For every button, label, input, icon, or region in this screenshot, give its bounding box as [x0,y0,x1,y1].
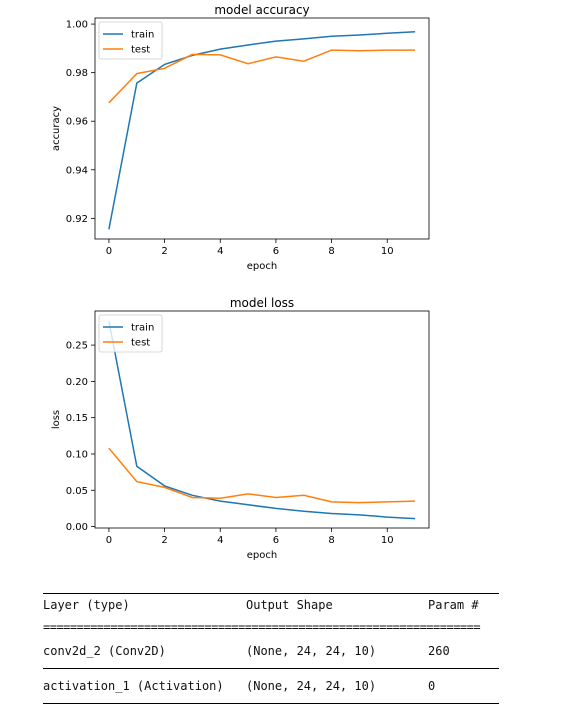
y-tick-label: 0.00 [66,522,88,533]
x-axis-label: epoch [247,550,277,561]
legend-label: test [131,338,150,349]
layer-param-count: 0 [428,679,436,693]
chart-1: 0 2 4 6 8 10 0.00 0.05 0.10 0.15 0.20 0.25 model los… [51,296,430,561]
model-summary-table: Layer (type) Output Shape Param # ======… [43,593,499,704]
charts-canvas: 0 2 4 6 8 10 0.92 0.94 0.96 0.98 1.00 model accurac… [51,3,430,561]
chart-title: model accuracy [214,3,309,17]
chart-title: model loss [230,296,294,310]
y-axis-label: accuracy [51,106,62,151]
y-tick-label: 0.98 [66,68,88,79]
header-layer-type: Layer (type) [43,598,130,612]
legend: train test [98,21,163,60]
y-tick-label: 0.94 [66,165,88,176]
x-tick-label: 2 [161,246,167,257]
x-tick-label: 2 [161,535,167,546]
x-tick-label: 0 [106,535,112,546]
legend-label: train [131,30,154,41]
series-line-train [108,31,416,230]
layer-name: activation_1 (Activation) [43,679,224,693]
x-axis-label: epoch [247,261,277,272]
y-tick-label: 0.25 [66,341,88,352]
y-tick-label: 0.05 [66,486,88,497]
plot-frame [94,17,430,240]
plot-frame [94,310,430,529]
chart-0: 0 2 4 6 8 10 0.92 0.94 0.96 0.98 1.00 model accurac… [51,3,430,272]
header-output-shape: Output Shape [246,598,333,612]
x-tick-label: 10 [381,246,394,257]
series-line-test [108,49,416,104]
x-tick-label: 10 [381,535,394,546]
x-tick-label: 8 [328,246,334,257]
layer-output-shape: (None, 24, 24, 10) [246,679,377,693]
summary-row: conv2d_2 (Conv2D) (None, 24, 24, 10) 260 [43,634,499,669]
layer-output-shape: (None, 24, 24, 10) [246,644,377,658]
summary-row: activation_1 (Activation) (None, 24, 24,… [43,669,499,704]
legend-label: train [131,323,154,334]
summary-separator: ========================================… [43,620,481,634]
x-tick-label: 6 [273,246,279,257]
series-line-test [108,447,416,504]
legend: train test [98,314,163,353]
x-tick-label: 4 [217,535,223,546]
layer-param-count: 260 [428,644,450,658]
x-tick-label: 8 [328,535,334,546]
y-tick-label: 0.10 [66,449,88,460]
y-tick-label: 0.96 [66,117,88,128]
y-tick-label: 1.00 [66,20,88,31]
y-tick-label: 0.20 [66,377,88,388]
summary-header-row: Layer (type) Output Shape Param # [43,593,499,620]
y-axis-label: loss [51,410,62,429]
header-param-count: Param # [428,598,479,612]
layer-name: conv2d_2 (Conv2D) [43,644,166,658]
x-tick-label: 6 [273,535,279,546]
x-tick-label: 4 [217,246,223,257]
legend-label: test [131,45,150,56]
series-line-train [108,321,416,520]
x-tick-label: 0 [106,246,112,257]
y-tick-label: 0.15 [66,413,88,424]
y-tick-label: 0.92 [66,214,88,225]
